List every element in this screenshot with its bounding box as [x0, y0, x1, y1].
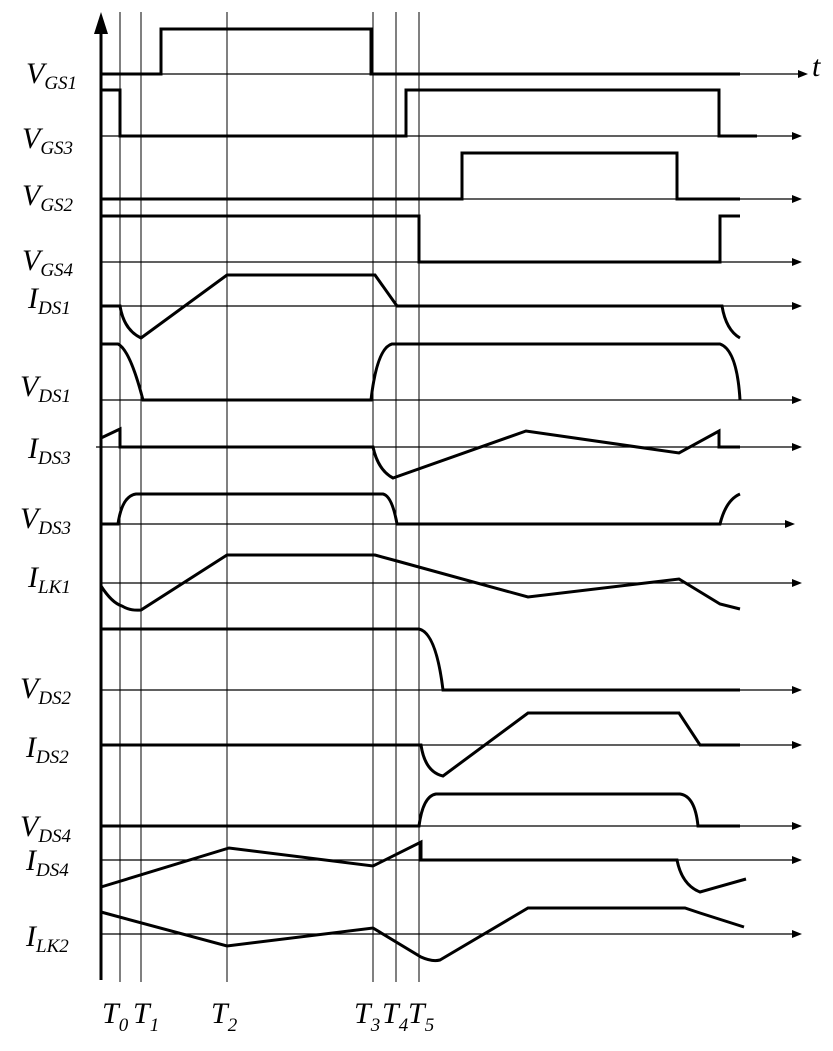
label-ilk1: ILK1: [27, 561, 71, 598]
signal-labels: VGS1 VGS3 VGS2 VGS4 IDS1 VDS1 IDS3 VDS3 …: [20, 57, 77, 957]
marker-label-t5: T5: [408, 997, 434, 1036]
label-vds1: VDS1: [20, 370, 71, 407]
label-ids2: IDS2: [25, 731, 69, 768]
waveform-vgs4: [101, 214, 740, 264]
label-ids4: IDS4: [25, 844, 69, 881]
label-ids3: IDS3: [27, 432, 71, 469]
waveform-vgs1: [101, 27, 740, 76]
waveform-ids1: [101, 273, 741, 340]
marker-label-t2: T2: [211, 997, 238, 1036]
label-vds3: VDS3: [20, 502, 71, 539]
waveform-ids3: [100, 426, 740, 480]
waveform-ilk2: [100, 906, 745, 963]
waveform-vds1: [101, 342, 742, 402]
time-marker-lines: [119, 12, 420, 982]
waveform-vds2: [101, 627, 740, 692]
waveform-ids2: [101, 711, 740, 778]
label-vgs4: VGS4: [22, 244, 74, 281]
waveform-vds4: [101, 792, 740, 828]
waveform-ilk1: [99, 553, 741, 612]
marker-label-t0: T0: [102, 997, 129, 1036]
label-vgs2: VGS2: [22, 179, 74, 216]
time-axis-label: t: [812, 50, 821, 83]
waveform-vgs3: [101, 88, 757, 138]
waveform-ids4: [100, 839, 747, 894]
time-marker-labels: T0 T1 T2 T3 T4 T5: [102, 997, 434, 1036]
waveforms: [99, 27, 757, 963]
label-vds2: VDS2: [20, 672, 72, 709]
vertical-axis: [94, 12, 108, 980]
label-ids1: IDS1: [27, 282, 71, 319]
label-vgs3: VGS3: [22, 122, 73, 159]
waveform-vgs2: [101, 151, 740, 201]
label-vgs1: VGS1: [26, 57, 77, 94]
waveform-vds3: [101, 492, 741, 526]
label-vds4: VDS4: [20, 810, 72, 847]
marker-label-t4: T4: [382, 997, 409, 1036]
marker-label-t1: T1: [133, 997, 159, 1036]
marker-label-t3: T3: [354, 997, 380, 1036]
label-ilk2: ILK2: [25, 920, 69, 957]
